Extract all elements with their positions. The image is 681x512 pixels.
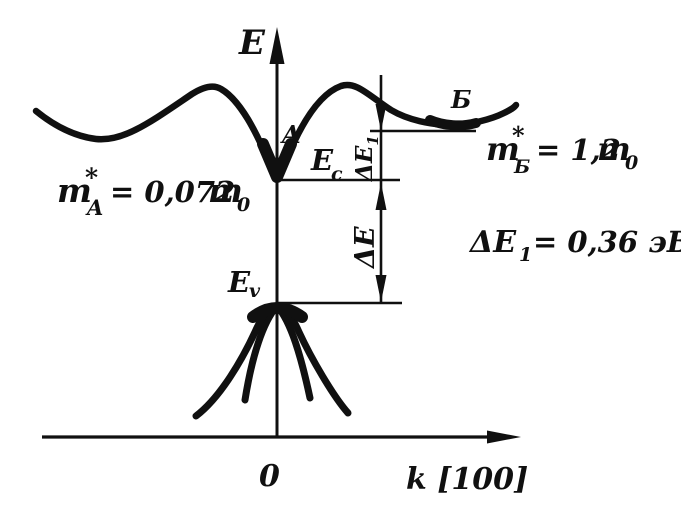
- k-axis-arrowhead-icon: [487, 430, 521, 444]
- axes: [42, 27, 521, 444]
- labels: E k [100] 0 A Б E c E v ΔE1 ΔE m * A = 0…: [57, 23, 681, 497]
- mass-b-unit-base: m: [597, 130, 631, 168]
- ev-label-base: E: [227, 265, 251, 299]
- mass-b-unit-sub: 0: [625, 152, 638, 174]
- central-valley-label: A: [280, 120, 301, 149]
- energy-axis-arrowhead-icon: [269, 27, 285, 64]
- energy-axis-label: E: [238, 23, 266, 63]
- de1-dimension-label-sub: 1: [364, 135, 382, 145]
- de1-down-arrowhead-icon: [375, 104, 387, 131]
- de-up-arrowhead-icon: [375, 183, 387, 210]
- mass-a-annotation: m * A = 0,072 m 0: [57, 163, 250, 220]
- valence-band: [192, 300, 352, 420]
- mass-a-value: = 0,072: [110, 175, 235, 209]
- energy-eq-value: = 0,36 эВ: [533, 225, 681, 259]
- dimension-lines: [375, 75, 387, 302]
- mass-b-sub: Б: [513, 156, 530, 178]
- satellite-valley-label: Б: [450, 85, 472, 114]
- mass-a-sup: *: [85, 163, 98, 192]
- mass-b-annotation: m * Б = 1,2 m 0: [486, 121, 638, 178]
- energy-eq-base: ΔE: [468, 225, 517, 260]
- ev-label-sub: v: [249, 280, 261, 302]
- de-down-arrowhead-icon: [375, 275, 387, 302]
- mass-b-base: m: [486, 130, 520, 168]
- origin-label: 0: [259, 459, 280, 494]
- ec-label-sub: c: [331, 163, 343, 185]
- mass-a-unit-sub: 0: [237, 194, 250, 216]
- valence-band-outer-curve: [192, 302, 352, 420]
- conduction-band: [32, 81, 520, 183]
- ec-label-base: E: [310, 143, 334, 177]
- de1-dimension-label-base: ΔE: [351, 145, 378, 182]
- satellite-valley-fill: [425, 115, 481, 131]
- de1-dimension-label: ΔE1: [351, 135, 382, 182]
- mass-b-sup: *: [512, 121, 525, 150]
- valence-band-maximum-fill: [247, 302, 308, 323]
- mass-a-sub: A: [85, 195, 103, 220]
- k-axis-label: k [100]: [406, 462, 528, 497]
- level-lines: [277, 129, 476, 305]
- mass-b-value: = 1,2: [536, 133, 621, 167]
- energy-eq-sub: 1: [519, 244, 532, 266]
- de-dimension-label: ΔE: [350, 226, 381, 270]
- mass-a-unit-base: m: [208, 171, 243, 210]
- energy-equation-annotation: ΔE 1 = 0,36 эВ: [468, 225, 681, 266]
- mass-a-base: m: [57, 171, 92, 210]
- central-valley-fill: [257, 138, 297, 183]
